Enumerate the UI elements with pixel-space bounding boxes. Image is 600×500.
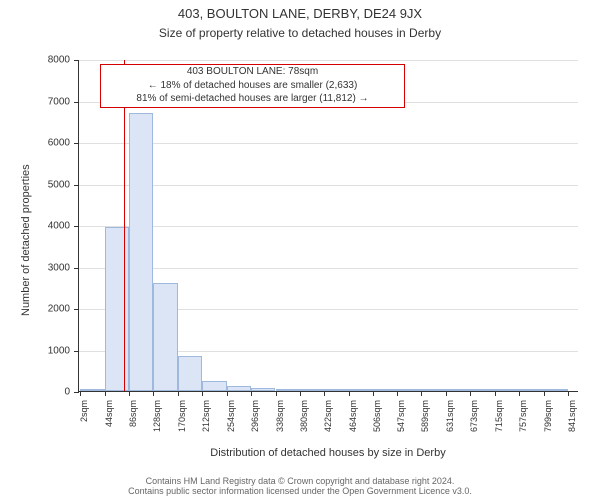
footer-line-1: Contains HM Land Registry data © Crown c… bbox=[0, 476, 600, 486]
x-tick-mark bbox=[276, 391, 277, 396]
histogram-bar bbox=[300, 389, 324, 391]
x-tick-mark bbox=[568, 391, 569, 396]
y-tick-mark bbox=[74, 185, 79, 186]
x-tick-mark bbox=[495, 391, 496, 396]
x-tick-label: 2sqm bbox=[79, 400, 89, 450]
y-tick-label: 5000 bbox=[48, 179, 70, 190]
y-tick-mark bbox=[74, 143, 79, 144]
histogram-bar bbox=[251, 388, 275, 391]
x-tick-mark bbox=[324, 391, 325, 396]
annotation-box: 403 BOULTON LANE: 78sqm← 18% of detached… bbox=[100, 64, 405, 108]
x-tick-mark bbox=[300, 391, 301, 396]
x-tick-label: 254sqm bbox=[226, 400, 236, 450]
y-tick-mark bbox=[74, 102, 79, 103]
grid-line bbox=[79, 185, 578, 186]
x-tick-mark bbox=[397, 391, 398, 396]
x-tick-label: 86sqm bbox=[128, 400, 138, 450]
x-tick-label: 799sqm bbox=[543, 400, 553, 450]
property-marker-line bbox=[124, 60, 125, 391]
x-tick-label: 547sqm bbox=[396, 400, 406, 450]
x-tick-label: 464sqm bbox=[348, 400, 358, 450]
x-tick-mark bbox=[544, 391, 545, 396]
annotation-line: 403 BOULTON LANE: 78sqm bbox=[101, 65, 404, 79]
x-tick-mark bbox=[349, 391, 350, 396]
x-tick-mark bbox=[227, 391, 228, 396]
x-tick-label: 44sqm bbox=[104, 400, 114, 450]
histogram-bar bbox=[373, 389, 397, 391]
y-tick-mark bbox=[74, 309, 79, 310]
y-tick-mark bbox=[74, 392, 79, 393]
y-tick-mark bbox=[74, 268, 79, 269]
histogram-bar bbox=[397, 389, 421, 391]
histogram-bar bbox=[227, 386, 251, 391]
annotation-line: 81% of semi-detached houses are larger (… bbox=[101, 92, 404, 106]
grid-line bbox=[79, 60, 578, 61]
x-tick-label: 715sqm bbox=[494, 400, 504, 450]
y-tick-mark bbox=[74, 351, 79, 352]
grid-line bbox=[79, 143, 578, 144]
x-tick-label: 422sqm bbox=[323, 400, 333, 450]
figure: 403, BOULTON LANE, DERBY, DE24 9JX Size … bbox=[0, 0, 600, 500]
histogram-bar bbox=[446, 389, 470, 391]
histogram-bar bbox=[178, 356, 202, 391]
x-tick-label: 757sqm bbox=[518, 400, 528, 450]
histogram-bar bbox=[80, 389, 104, 391]
x-tick-label: 170sqm bbox=[177, 400, 187, 450]
x-tick-mark bbox=[105, 391, 106, 396]
chart-subtitle: Size of property relative to detached ho… bbox=[0, 26, 600, 40]
x-tick-label: 380sqm bbox=[299, 400, 309, 450]
y-tick-label: 3000 bbox=[48, 262, 70, 273]
histogram-bar bbox=[470, 389, 494, 391]
histogram-bar bbox=[495, 389, 519, 391]
x-tick-label: 296sqm bbox=[250, 400, 260, 450]
x-tick-mark bbox=[251, 391, 252, 396]
y-tick-label: 0 bbox=[64, 387, 70, 398]
y-tick-mark bbox=[74, 60, 79, 61]
histogram-bar bbox=[202, 381, 226, 391]
x-tick-mark bbox=[202, 391, 203, 396]
y-tick-label: 6000 bbox=[48, 138, 70, 149]
x-tick-label: 128sqm bbox=[152, 400, 162, 450]
histogram-bar bbox=[153, 283, 177, 391]
x-tick-label: 506sqm bbox=[372, 400, 382, 450]
histogram-bar bbox=[324, 389, 348, 391]
x-tick-label: 212sqm bbox=[201, 400, 211, 450]
y-tick-label: 4000 bbox=[48, 221, 70, 232]
x-tick-mark bbox=[129, 391, 130, 396]
footer: Contains HM Land Registry data © Crown c… bbox=[0, 476, 600, 496]
x-tick-label: 673sqm bbox=[469, 400, 479, 450]
grid-line bbox=[79, 226, 578, 227]
x-tick-mark bbox=[373, 391, 374, 396]
x-tick-mark bbox=[470, 391, 471, 396]
footer-line-2: Contains public sector information licen… bbox=[0, 486, 600, 496]
x-tick-mark bbox=[519, 391, 520, 396]
y-tick-label: 7000 bbox=[48, 96, 70, 107]
x-tick-label: 338sqm bbox=[275, 400, 285, 450]
histogram-bar bbox=[349, 389, 373, 391]
histogram-bar bbox=[129, 113, 153, 391]
plot-area bbox=[78, 60, 578, 392]
y-tick-label: 8000 bbox=[48, 55, 70, 66]
histogram-bar bbox=[276, 389, 300, 391]
x-tick-label: 631sqm bbox=[445, 400, 455, 450]
histogram-bar bbox=[544, 389, 568, 391]
histogram-bar bbox=[519, 389, 543, 391]
chart-title: 403, BOULTON LANE, DERBY, DE24 9JX bbox=[0, 6, 600, 21]
x-tick-label: 589sqm bbox=[420, 400, 430, 450]
x-tick-mark bbox=[446, 391, 447, 396]
y-tick-label: 1000 bbox=[48, 345, 70, 356]
y-tick-mark bbox=[74, 226, 79, 227]
grid-line bbox=[79, 268, 578, 269]
x-tick-mark bbox=[178, 391, 179, 396]
annotation-line: ← 18% of detached houses are smaller (2,… bbox=[101, 79, 404, 93]
y-axis-label: Number of detached properties bbox=[20, 164, 32, 316]
x-tick-mark bbox=[80, 391, 81, 396]
y-tick-label: 2000 bbox=[48, 304, 70, 315]
histogram-bar bbox=[421, 389, 445, 391]
x-tick-mark bbox=[153, 391, 154, 396]
x-tick-label: 841sqm bbox=[567, 400, 577, 450]
x-tick-mark bbox=[421, 391, 422, 396]
